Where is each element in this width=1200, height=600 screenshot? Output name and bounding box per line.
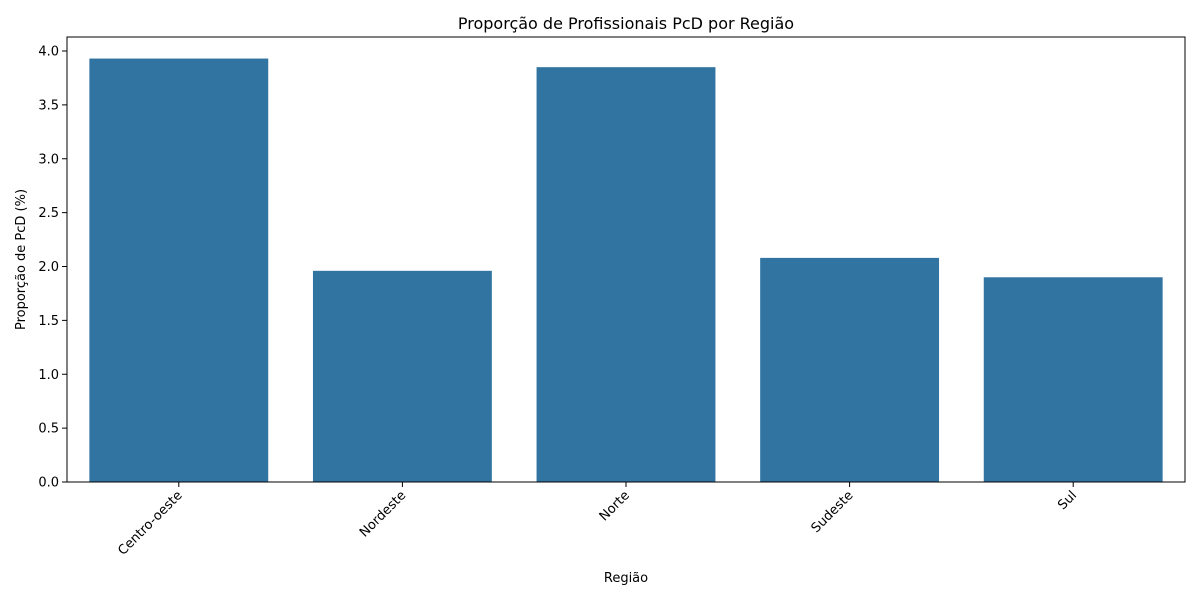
chart-title: Proporção de Profissionais PcD por Regiã… — [458, 14, 794, 33]
x-tick-label: Sul — [1055, 488, 1080, 513]
x-tick-label: Sudeste — [809, 488, 857, 536]
bar-sudeste — [760, 257, 940, 482]
y-tick-label: 2.5 — [38, 206, 59, 221]
y-axis-label: Proporção de PcD (%) — [14, 189, 29, 330]
y-tick-label: 0.5 — [38, 422, 59, 437]
x-axis-ticks: Centro-oeste Nordeste Norte Sudeste Sul — [115, 482, 1080, 559]
y-tick-label: 3.5 — [38, 98, 59, 113]
bars-group — [89, 58, 1163, 483]
bar-norte — [536, 67, 716, 482]
y-tick-label: 2.0 — [38, 260, 59, 275]
plot-frame — [66, 36, 1186, 483]
x-tick-label: Nordeste — [357, 488, 409, 540]
bar-centro-oeste — [89, 58, 269, 483]
y-tick-label: 1.5 — [38, 314, 59, 329]
y-tick-label: 0.0 — [38, 476, 59, 491]
bar-nordeste — [312, 270, 492, 482]
bar-sul — [983, 277, 1163, 482]
y-tick-label: 4.0 — [38, 45, 59, 60]
y-tick-label: 1.0 — [38, 368, 59, 383]
y-axis-ticks: 0.0 0.5 1.0 1.5 2.0 2.5 3.0 3.5 4.0 — [38, 45, 67, 491]
x-tick-label: Centro-oeste — [115, 488, 185, 558]
y-tick-label: 3.0 — [38, 152, 59, 167]
x-axis-label: Região — [604, 571, 648, 586]
x-tick-label: Norte — [597, 488, 633, 524]
